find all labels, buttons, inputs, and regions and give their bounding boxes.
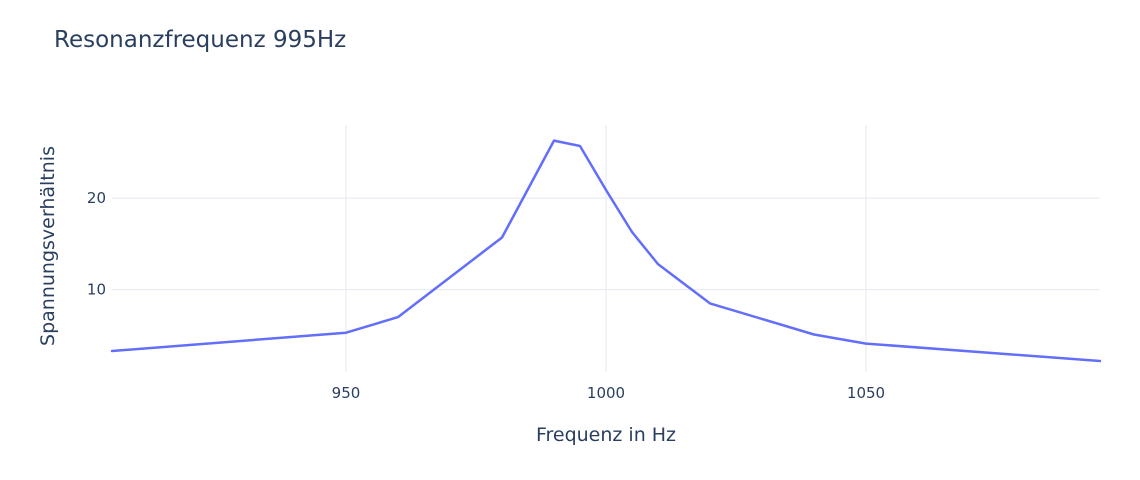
x-tick-label: 1000 bbox=[587, 384, 625, 402]
y-tick-label: 20 bbox=[87, 189, 106, 207]
y-tick-label: 10 bbox=[87, 281, 106, 299]
chart-title: Resonanzfrequenz 995Hz bbox=[54, 27, 347, 53]
x-axis-label: Frequenz in Hz bbox=[535, 424, 677, 446]
series-line bbox=[110, 139, 1102, 363]
x-tick-label: 950 bbox=[332, 384, 361, 402]
x-tick-label: 1050 bbox=[847, 384, 885, 402]
